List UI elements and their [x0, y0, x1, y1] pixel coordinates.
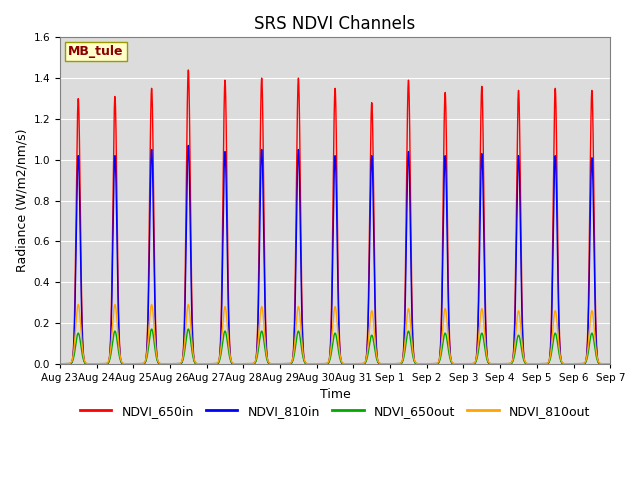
Legend: NDVI_650in, NDVI_810in, NDVI_650out, NDVI_810out: NDVI_650in, NDVI_810in, NDVI_650out, NDV… [75, 400, 595, 423]
Y-axis label: Radiance (W/m2/nm/s): Radiance (W/m2/nm/s) [15, 129, 28, 272]
Title: SRS NDVI Channels: SRS NDVI Channels [255, 15, 416, 33]
Text: MB_tule: MB_tule [68, 45, 124, 58]
X-axis label: Time: Time [320, 388, 351, 401]
